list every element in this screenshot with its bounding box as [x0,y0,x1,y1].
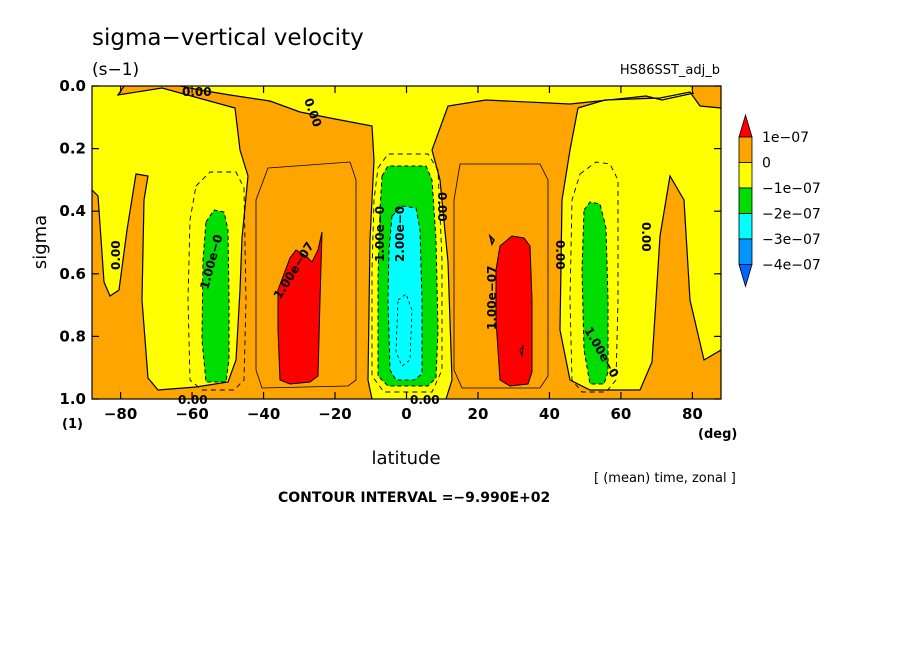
chart-units: (s−1) [92,60,139,80]
averaging-note: [ (mean) time, zonal ] [594,471,736,486]
legend-extend-bottom [738,264,753,288]
legend-label: −4e−07 [762,258,821,274]
legend-swatch [738,213,753,240]
dataset-label: HS86SST_adj_b [620,63,720,78]
legend-swatch [738,162,753,189]
contour-label: 0.00 [553,240,567,270]
contour-label: 1.00e−0 [373,206,387,262]
legend-swatch [738,187,753,214]
x-tick-label: 60 [610,405,631,423]
field-red-south [278,232,322,384]
x-tick-label: 20 [468,405,489,423]
field-red-north [496,236,532,386]
contour-label: 0.00 [109,240,123,270]
y-tick-label: 0.4 [59,202,86,220]
chart-title: sigma−vertical velocity [92,25,364,51]
color-legend: 1e−07 0 −1e−07 −2e−07 −3e−07 −4e−07 [738,113,821,288]
y-tick-label: 0.8 [59,327,86,345]
x-tick-label: 80 [682,405,703,423]
y-tick-label: 0.2 [59,140,86,158]
y-tick-label: 1.0 [59,390,86,408]
y-tick-label: 0.0 [59,77,86,95]
axis-ticks [92,85,721,400]
y-tick-label: 0.6 [59,265,86,283]
legend-label: −1e−07 [762,181,821,197]
x-tick-label: 0 [401,405,411,423]
x-tick-label: −20 [318,405,351,423]
contour-interval: CONTOUR INTERVAL =−9.990E+02 [278,490,550,506]
contour-label: 0.00 [435,192,449,222]
legend-extend-top [738,113,753,138]
x-axis-unit: (deg) [698,427,737,442]
legend-label: −2e−07 [762,207,821,223]
x-tick-label: 40 [539,405,560,423]
contour-label: 2.00e−0 [393,206,407,262]
legend-label: 0 [762,156,771,172]
contour-label: 0.00 [182,85,212,99]
contour-label: 1.00e−07 [485,266,499,331]
x-tick-label: −60 [175,405,208,423]
field-green-south [202,210,229,382]
x-axis-title: latitude [371,448,440,469]
y-axis-unit: (1) [62,417,83,432]
legend-swatch [738,238,753,265]
x-tick-label: −40 [247,405,280,423]
x-tick-label: −80 [104,405,137,423]
plot-area: 0.00 0.00 0.00 1.00e−0 1.00e−07 1.00e−0 … [91,85,722,407]
contour-label: 0.00 [639,222,653,252]
field-green-north [582,202,608,384]
legend-swatch [738,136,753,163]
field-neg-equator-top [180,86,694,399]
legend-label: 1e−07 [762,130,809,146]
contour-label: 0.00 [410,393,440,407]
field-cyan-equator [388,206,422,380]
y-axis-title: sigma [30,215,51,269]
contour-label: 0.00 [178,393,208,407]
legend-label: −3e−07 [762,232,821,248]
contour-lines [92,86,721,399]
